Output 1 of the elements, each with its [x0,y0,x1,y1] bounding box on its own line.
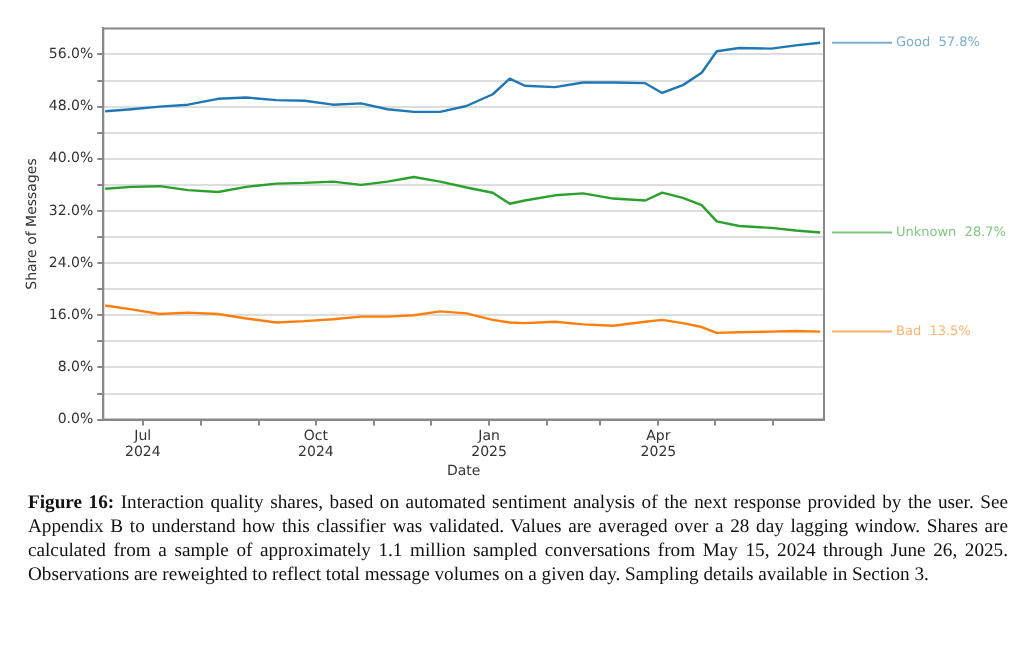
caption: Figure 16: Interaction quality shares, based on automated sentiment analysis of the next response provided by the user. See Appendix B to understand how this classifier was validated. Values are averaged over a 28 day lagging window. Shares are calculated from a sample of approximately 1.1 million sampled conversations from May 15, 2024 through June 26, 2025. Observations are reweighted to reflect total message volumes on a given day. Sampling details available in Section 3. [28,492,1008,588]
